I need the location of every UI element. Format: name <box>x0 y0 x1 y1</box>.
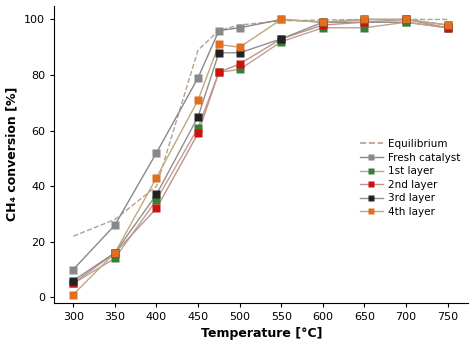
X-axis label: Temperature [°C]: Temperature [°C] <box>201 327 322 340</box>
Y-axis label: CH₄ conversion [%]: CH₄ conversion [%] <box>6 87 18 221</box>
Legend: Equilibrium, Fresh catalyst, 1st layer, 2nd layer, 3rd layer, 4th layer: Equilibrium, Fresh catalyst, 1st layer, … <box>356 136 463 220</box>
